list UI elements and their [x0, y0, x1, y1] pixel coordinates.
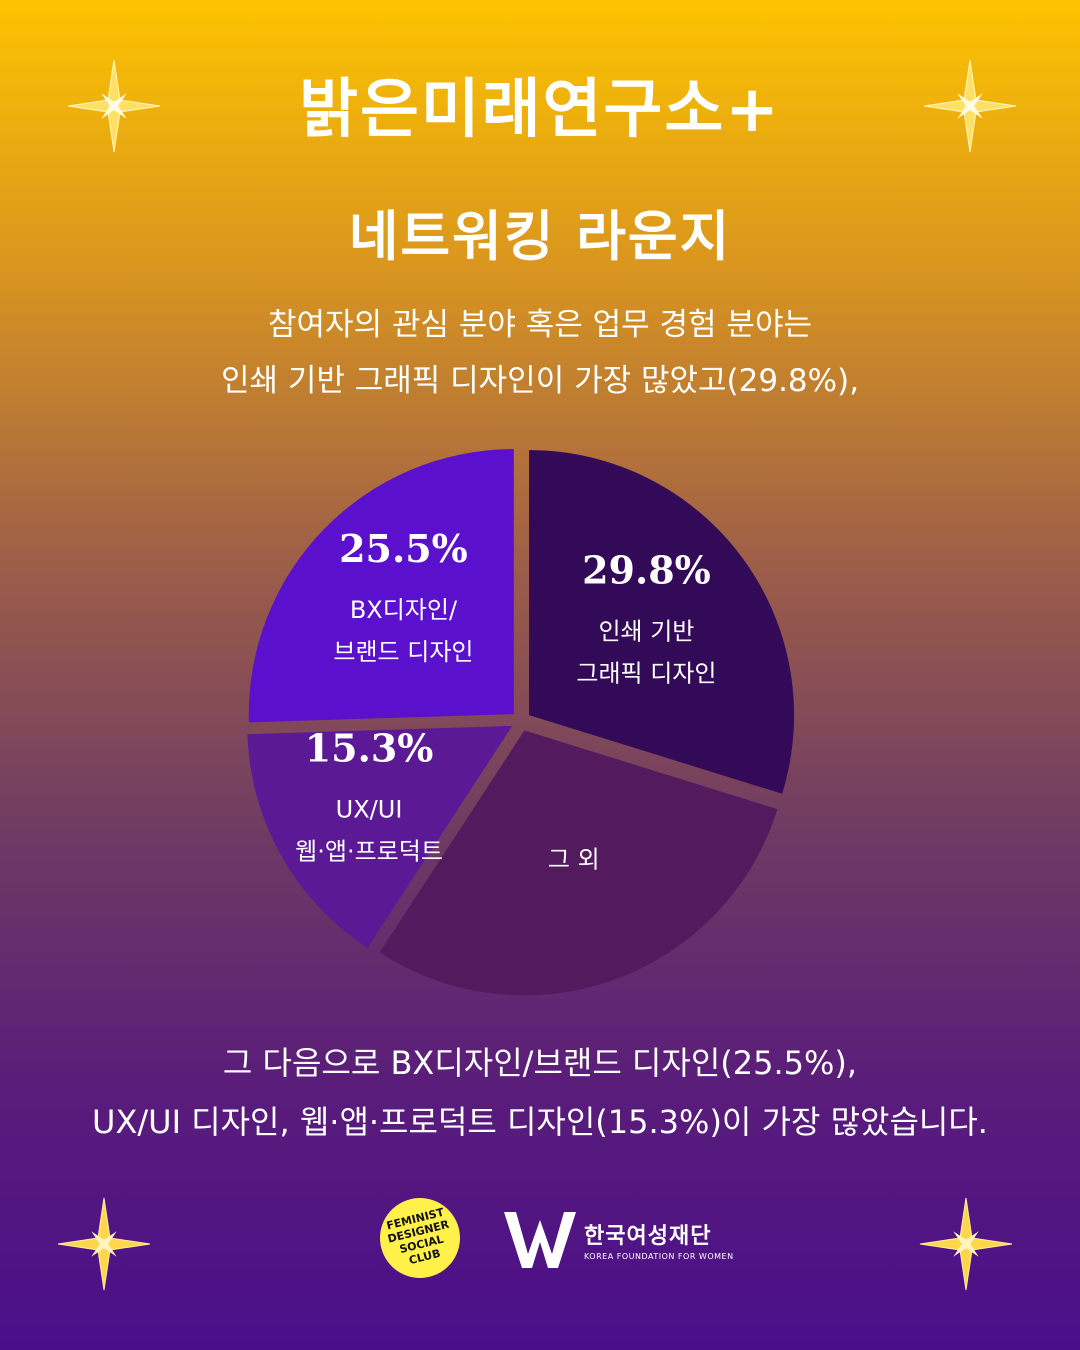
- page-title: 밝은미래연구소+: [299, 73, 781, 147]
- korea-foundation-for-women-logo-icon: [504, 1212, 576, 1268]
- pie-slice: [248, 449, 514, 723]
- kfw-subtitle: KOREA FOUNDATION FOR WOMEN: [584, 1252, 734, 1261]
- slice-category-label: 웹·앱·프로덕트: [295, 837, 443, 865]
- slice-category-label: UX/UI: [336, 795, 403, 823]
- slice-category-label: 인쇄 기반: [598, 618, 694, 646]
- slice-value-label: 15.3%: [305, 725, 434, 770]
- sparkle-icon: [919, 1197, 1013, 1291]
- slice-category-label: BX디자인/: [350, 596, 458, 624]
- slice-category-label: 그 외: [548, 846, 600, 874]
- sparkle-icon: [923, 59, 1017, 153]
- slice-category-label: 그래픽 디자인: [576, 660, 716, 688]
- pie-slice: [379, 730, 778, 996]
- sparkle-icon: [57, 1197, 151, 1291]
- slice-category-label: 브랜드 디자인: [333, 638, 473, 666]
- sparkle-icon: [67, 59, 161, 153]
- footer-logos: FEMINIST DESIGNER SOCIAL CLUB 한국여성재단 KOR…: [371, 1189, 733, 1296]
- feminist-designer-social-club-logo: FEMINIST DESIGNER SOCIAL CLUB: [371, 1189, 469, 1287]
- pie-slice: [529, 450, 795, 794]
- outro-line-1: 그 다음으로 BX디자인/브랜드 디자인(25.5%),: [222, 1044, 858, 1082]
- page-subtitle: 네트워킹 라운지: [348, 205, 732, 268]
- intro-line-1: 참여자의 관심 분야 혹은 업무 경험 분야는: [268, 307, 812, 343]
- intro-line-2: 인쇄 기반 그래픽 디자인이 가장 많았고(29.8%),: [220, 363, 860, 399]
- pie-slice: [247, 725, 513, 948]
- slice-value-label: 25.5%: [339, 526, 468, 571]
- outro-line-2: UX/UI 디자인, 웹·앱·프로덕트 디자인(15.3%)이 가장 많았습니다…: [92, 1103, 988, 1141]
- slice-value-label: 29.8%: [582, 548, 711, 593]
- kfw-name: 한국여성재단: [584, 1224, 712, 1249]
